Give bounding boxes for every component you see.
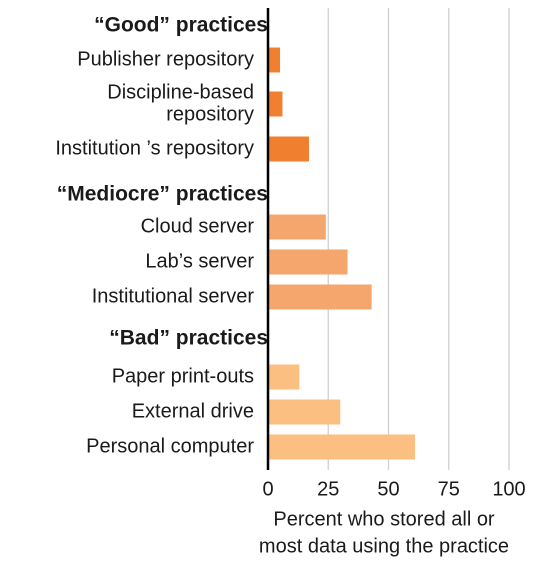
bar <box>269 136 309 162</box>
bars <box>269 47 416 460</box>
group-title: “Good” practices <box>94 14 268 37</box>
x-axis-title: Percent who stored all or most data using… <box>259 508 509 557</box>
category-label: Paper print-outs <box>112 365 254 387</box>
category-label: Discipline-based <box>107 81 254 103</box>
x-tick-label: 25 <box>317 478 339 500</box>
group-title: “Mediocre” practices <box>57 183 268 206</box>
category-label: Publisher repository <box>77 48 254 70</box>
bar <box>269 399 341 425</box>
x-tick-label: 75 <box>438 478 460 500</box>
x-axis-title-line: Percent who stored all or <box>273 508 495 530</box>
bar <box>269 249 348 275</box>
bar <box>269 364 300 390</box>
category-label: Personal computer <box>86 435 254 457</box>
bar <box>269 47 281 73</box>
group-title: “Bad” practices <box>109 327 268 350</box>
bar <box>269 214 326 240</box>
x-tick-label: 0 <box>262 478 273 500</box>
category-label: Lab’s server <box>145 250 254 272</box>
x-tick-label: 50 <box>377 478 399 500</box>
gridlines <box>327 8 510 470</box>
x-tick-labels: 0 25 50 75 100 <box>262 478 525 500</box>
bar <box>269 91 283 117</box>
category-label: Institution ’s repository <box>55 137 254 159</box>
x-tick-label: 100 <box>492 478 525 500</box>
x-axis-title-line: most data using the practice <box>259 535 509 557</box>
category-label: Institutional server <box>92 285 255 307</box>
bar <box>269 434 416 460</box>
category-label: Cloud server <box>141 215 255 237</box>
category-labels: “Good” practices Publisher repository Disc… <box>55 14 268 458</box>
bar <box>269 284 372 310</box>
category-label: repository <box>166 103 254 125</box>
category-label: External drive <box>132 400 254 422</box>
